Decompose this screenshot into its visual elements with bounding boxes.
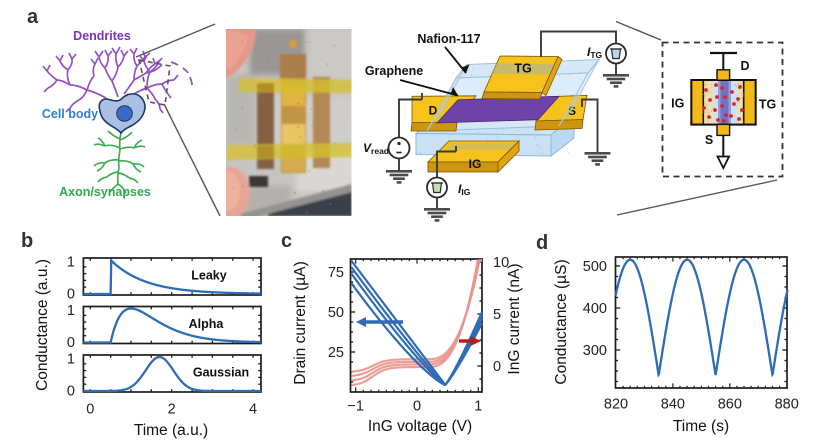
svg-text:−1: −1 [347, 399, 364, 415]
svg-text:Drain current (µA): Drain current (µA) [292, 261, 309, 385]
svg-text:0: 0 [67, 335, 75, 351]
svg-text:820: 820 [604, 397, 628, 413]
svg-text:4: 4 [249, 402, 257, 418]
svg-text:400: 400 [583, 301, 607, 317]
svg-text:5: 5 [493, 307, 501, 323]
svg-text:Conductance (µS): Conductance (µS) [553, 259, 570, 384]
svg-text:300: 300 [583, 343, 607, 359]
svg-text:Dendrites: Dendrites [73, 29, 131, 43]
svg-text:880: 880 [775, 397, 799, 413]
svg-text:50: 50 [328, 305, 344, 321]
svg-text:Time (a.u.): Time (a.u.) [134, 422, 208, 439]
svg-text:0: 0 [493, 359, 501, 375]
svg-text:25: 25 [328, 345, 344, 361]
svg-text:Cell body: Cell body [42, 107, 98, 121]
svg-text:S: S [568, 104, 576, 118]
svg-text:500: 500 [583, 259, 607, 275]
svg-text:ITG: ITG [587, 45, 603, 60]
svg-text:0: 0 [86, 402, 94, 418]
svg-text:Time (s): Time (s) [673, 418, 729, 435]
svg-text:1: 1 [474, 399, 482, 415]
svg-text:10: 10 [493, 255, 509, 271]
svg-text:1: 1 [67, 303, 75, 319]
svg-text:Graphene: Graphene [365, 64, 423, 78]
svg-text:InG voltage (V): InG voltage (V) [368, 418, 472, 435]
svg-text:d: d [536, 232, 548, 254]
svg-text:840: 840 [661, 397, 685, 413]
svg-text:Axon/synapses: Axon/synapses [59, 185, 151, 199]
svg-text:D: D [741, 59, 750, 73]
svg-text:0: 0 [413, 399, 421, 415]
svg-text:D: D [429, 104, 438, 118]
svg-text:2: 2 [168, 402, 176, 418]
svg-text:1: 1 [67, 255, 75, 271]
svg-text:860: 860 [718, 397, 742, 413]
svg-text:InG current (nA): InG current (nA) [506, 263, 523, 374]
svg-text:TG: TG [514, 62, 531, 76]
svg-text:IG: IG [469, 157, 482, 171]
svg-text:b: b [21, 230, 33, 252]
svg-text:75: 75 [328, 265, 344, 281]
svg-text:IG: IG [671, 97, 684, 111]
svg-text:c: c [281, 230, 292, 252]
svg-text:TG: TG [759, 98, 776, 112]
svg-text:Conductance (a.u.): Conductance (a.u.) [34, 259, 51, 391]
svg-text:Nafion-117: Nafion-117 [417, 32, 480, 46]
svg-text:Gaussian: Gaussian [193, 366, 249, 380]
svg-text:Vread: Vread [363, 141, 389, 156]
svg-text:IIG: IIG [458, 182, 471, 197]
svg-text:Alpha: Alpha [189, 317, 225, 331]
svg-text:0: 0 [67, 287, 75, 303]
svg-text:0: 0 [67, 384, 75, 400]
svg-text:1: 1 [67, 352, 75, 368]
svg-text:S: S [705, 133, 713, 147]
svg-text:a: a [27, 6, 39, 28]
svg-text:Leaky: Leaky [191, 269, 226, 283]
